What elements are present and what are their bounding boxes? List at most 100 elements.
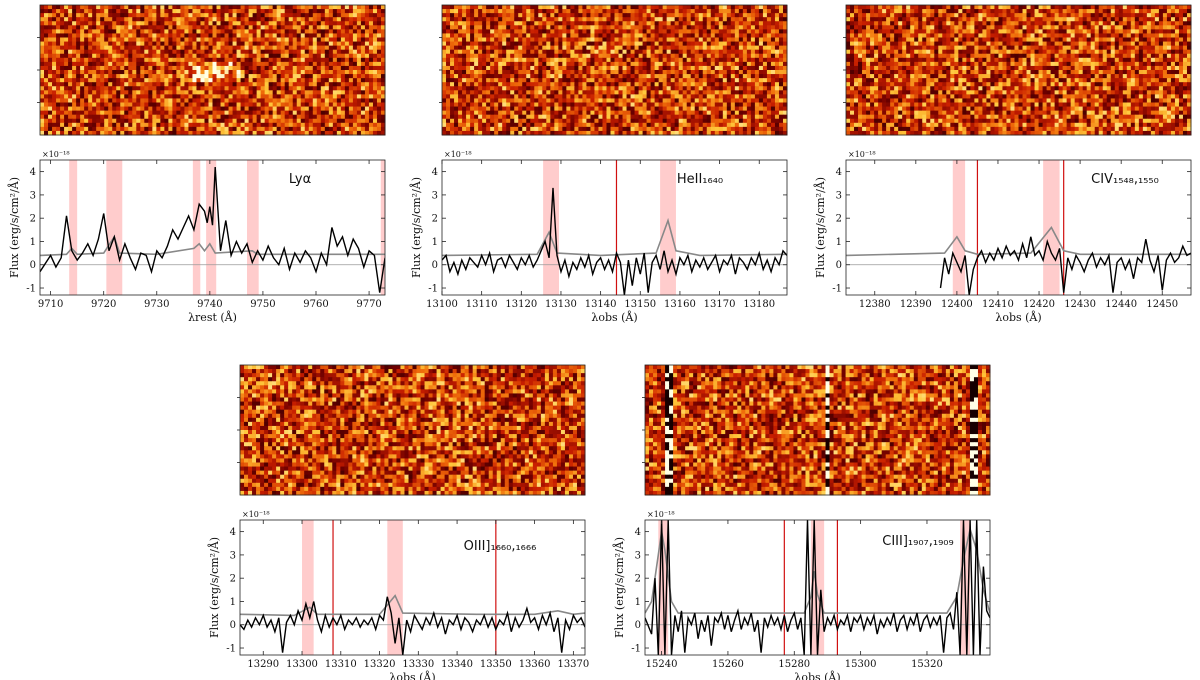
image-pixel [506, 74, 511, 79]
image-pixel [308, 126, 314, 132]
image-pixel [446, 70, 451, 75]
image-pixel [486, 29, 491, 34]
image-pixel [60, 122, 65, 128]
image-pixel [482, 102, 487, 108]
image-pixel [718, 86, 724, 91]
image-pixel [244, 17, 250, 22]
image-pixel [248, 130, 254, 136]
image-pixel [498, 102, 503, 108]
image-pixel [212, 130, 218, 136]
image-pixel [686, 5, 692, 10]
image-pixel [582, 74, 587, 79]
image-pixel [48, 49, 53, 55]
image-pixel [308, 70, 314, 75]
image-pixel [534, 78, 539, 83]
image-pixel [44, 130, 49, 136]
image-pixel [546, 29, 551, 34]
image-pixel [490, 17, 495, 22]
image-pixel [450, 74, 455, 79]
image-pixel [80, 53, 85, 59]
image-pixel [324, 110, 330, 116]
image-pixel [156, 82, 161, 87]
image-pixel [682, 25, 688, 30]
image-pixel [380, 114, 386, 120]
image-pixel [726, 61, 732, 67]
image-pixel [172, 110, 177, 116]
image-pixel [152, 21, 157, 26]
image-pixel [778, 78, 784, 83]
image-pixel [84, 82, 89, 87]
image-pixel [84, 61, 89, 67]
image-pixel [730, 74, 736, 79]
image-pixel [518, 45, 523, 51]
image-pixel [590, 61, 595, 67]
image-pixel [770, 29, 776, 34]
image-pixel [766, 86, 772, 91]
image-pixel [248, 74, 254, 79]
image-pixel [312, 118, 318, 124]
image-pixel [750, 86, 756, 91]
image-pixel [614, 29, 620, 34]
image-pixel [682, 90, 688, 95]
image-pixel [308, 9, 314, 14]
image-pixel [450, 106, 455, 112]
image-pixel [96, 94, 101, 99]
image-pixel [530, 94, 535, 99]
image-pixel [96, 49, 101, 55]
image-pixel [184, 118, 189, 124]
image-pixel [80, 70, 85, 75]
image-pixel [766, 33, 772, 38]
image-pixel [120, 90, 125, 95]
image-pixel [746, 29, 752, 34]
image-pixel [606, 86, 611, 91]
image-pixel [674, 65, 680, 71]
image-pixel [654, 25, 660, 30]
image-pixel [96, 65, 101, 71]
image-pixel [336, 98, 342, 103]
image-pixel [168, 45, 173, 51]
image-pixel [228, 29, 234, 34]
image-pixel [84, 70, 89, 75]
image-pixel [514, 74, 519, 79]
image-pixel [232, 21, 238, 26]
image-pixel [642, 33, 648, 38]
image-pixel [478, 21, 483, 26]
image-pixel [622, 90, 628, 95]
image-pixel [614, 21, 620, 26]
image-pixel [522, 33, 527, 38]
image-pixel [204, 61, 209, 67]
image-pixel [112, 41, 117, 47]
image-pixel [204, 5, 209, 10]
image-pixel [702, 74, 708, 79]
image-pixel [168, 74, 173, 79]
image-pixel [328, 126, 334, 132]
image-pixel [124, 78, 129, 83]
image-pixel [574, 45, 579, 51]
image-pixel [360, 61, 366, 67]
image-pixel [156, 90, 161, 95]
image-pixel [136, 65, 141, 71]
image-pixel [300, 86, 306, 91]
image-pixel [602, 41, 607, 47]
image-pixel [518, 74, 523, 79]
image-pixel [778, 37, 784, 43]
image-pixel [308, 49, 314, 55]
image-pixel [454, 53, 459, 59]
y-tick-label: 2 [30, 214, 36, 225]
image-pixel [288, 70, 294, 75]
image-pixel [686, 74, 692, 79]
image-pixel [494, 102, 499, 108]
image-pixel [160, 41, 165, 47]
image-pixel [470, 102, 475, 108]
image-pixel [442, 5, 447, 10]
image-pixel [478, 25, 483, 30]
image-pixel [482, 45, 487, 51]
image-pixel [462, 94, 467, 99]
image-pixel [224, 110, 230, 116]
image-pixel [352, 9, 358, 14]
image-pixel [722, 57, 728, 63]
image-pixel [654, 5, 660, 10]
image-pixel [336, 5, 342, 10]
image-pixel [364, 65, 370, 71]
image-pixel [372, 45, 378, 51]
